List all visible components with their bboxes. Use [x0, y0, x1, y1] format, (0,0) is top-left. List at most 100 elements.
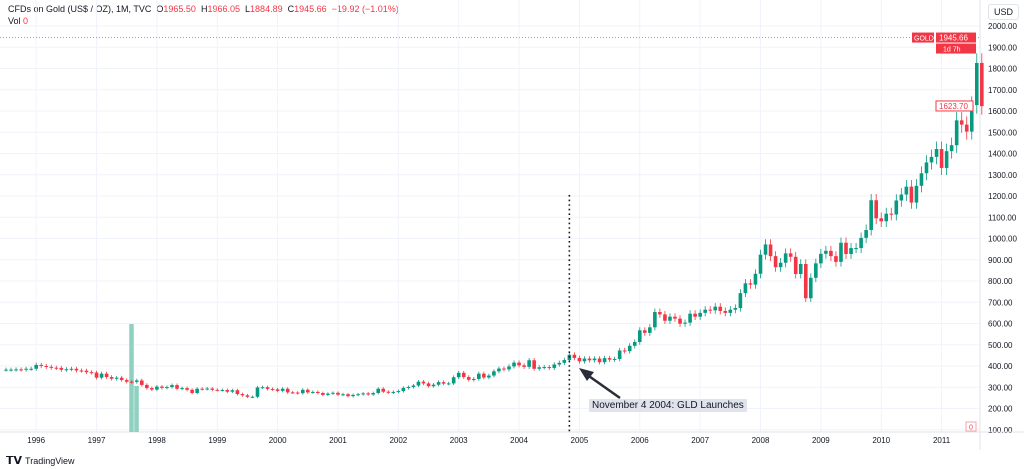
candle-body	[768, 244, 773, 257]
candle-body	[482, 373, 486, 378]
candle-body	[939, 149, 944, 168]
candle-body	[889, 213, 894, 215]
candle-body	[145, 384, 149, 389]
volume-marker-text: 0	[969, 425, 973, 432]
candle-body	[436, 382, 441, 385]
candle-body	[114, 377, 119, 379]
candle-body	[306, 389, 310, 393]
candle-body	[542, 367, 547, 369]
x-tick-label: 2009	[812, 436, 830, 445]
candle-body	[451, 377, 456, 384]
x-tick-label: 1996	[27, 436, 45, 445]
candle-body	[869, 200, 873, 230]
x-tick-label: 2006	[631, 436, 649, 445]
candle-body	[69, 368, 74, 370]
y-tick-label: 1100.00	[988, 213, 1017, 222]
candle-body	[160, 386, 164, 388]
x-tick-label: 2001	[329, 436, 347, 445]
price-tag-text: 1945.66	[939, 34, 968, 43]
candle-body	[688, 313, 692, 323]
x-tick-label: 1999	[208, 436, 226, 445]
candle-body	[904, 186, 909, 195]
countdown-text: 1d 7h	[943, 47, 961, 54]
candle-body	[220, 390, 225, 392]
candle-body	[461, 372, 466, 378]
candle-body	[89, 372, 94, 374]
candle-body	[874, 200, 878, 219]
price-chart[interactable]: 2000.00 1900.00 1800.00 1700.00 1600.00 1500.…	[0, 0, 1024, 450]
candle-body	[517, 362, 521, 366]
candle-body	[622, 350, 627, 352]
candle-body	[884, 213, 889, 222]
candle-body	[793, 256, 798, 274]
candle-body	[849, 248, 853, 255]
volume-marker	[965, 421, 977, 432]
candle-body	[959, 120, 964, 125]
candle-body	[587, 358, 592, 361]
candle-body	[527, 360, 531, 367]
candle-body	[758, 254, 763, 274]
symbol-tag-text: GOLD	[914, 36, 934, 43]
candle-body	[421, 381, 426, 384]
candle-body	[477, 373, 481, 379]
x-tick-label: 2005	[571, 436, 589, 445]
candle-body	[44, 366, 49, 367]
candle-body	[316, 391, 320, 393]
candle-body	[723, 310, 728, 313]
candle-body	[14, 369, 18, 371]
candle-body	[119, 377, 124, 381]
candle-body	[290, 392, 295, 394]
x-tick-label: 2008	[752, 436, 770, 445]
candle-body	[814, 263, 818, 278]
candle-body	[331, 392, 335, 394]
candle-body	[944, 151, 949, 168]
candle-body	[200, 388, 204, 390]
candle-body	[713, 306, 718, 311]
open-value: 1965.50	[163, 4, 196, 14]
candle-body	[708, 309, 712, 311]
candle-body	[668, 316, 672, 321]
x-tick-label: 2004	[510, 436, 528, 445]
y-tick-label: 1300.00	[988, 171, 1017, 180]
candle-body	[150, 388, 154, 390]
y-tick-label: 500.00	[988, 341, 1013, 350]
candle-body	[728, 309, 733, 313]
candle-body	[185, 388, 189, 390]
candle-body	[718, 306, 723, 311]
candle-body	[275, 389, 280, 391]
candle-body	[557, 362, 562, 365]
y-tick-label: 1700.00	[988, 86, 1017, 95]
candle-body	[637, 330, 642, 342]
candle-body	[552, 364, 557, 368]
y-tick-label: 1000.00	[988, 235, 1017, 244]
candle-body	[693, 313, 697, 317]
tradingview-logo[interactable]: 𝗧𝗩 TradingView	[6, 455, 75, 467]
candle-body	[547, 367, 552, 369]
candle-body	[205, 388, 209, 390]
candle-body	[24, 368, 28, 370]
y-tick-label: 700.00	[988, 298, 1013, 307]
candle-body	[245, 395, 250, 397]
candle-body	[361, 393, 365, 395]
candle-body	[336, 392, 340, 395]
currency-button[interactable]: USD	[988, 4, 1020, 20]
candle-body	[924, 162, 929, 174]
candle-body	[507, 366, 511, 370]
candle-body	[617, 350, 622, 359]
candle-body	[124, 380, 129, 382]
candle-body	[532, 360, 536, 369]
candle-body	[255, 387, 260, 397]
close-marker	[935, 100, 974, 112]
candle-body	[104, 373, 109, 378]
candle-body	[240, 394, 245, 396]
x-tick-label: 2007	[691, 436, 709, 445]
candle-body	[798, 264, 803, 274]
candle-body	[416, 381, 421, 386]
candle-body	[683, 322, 687, 324]
candle-body	[129, 381, 134, 383]
candle-body	[29, 368, 33, 370]
candle-body	[64, 369, 69, 371]
candle-body	[627, 345, 632, 352]
candle-body	[738, 293, 743, 308]
candle-body	[612, 358, 617, 360]
